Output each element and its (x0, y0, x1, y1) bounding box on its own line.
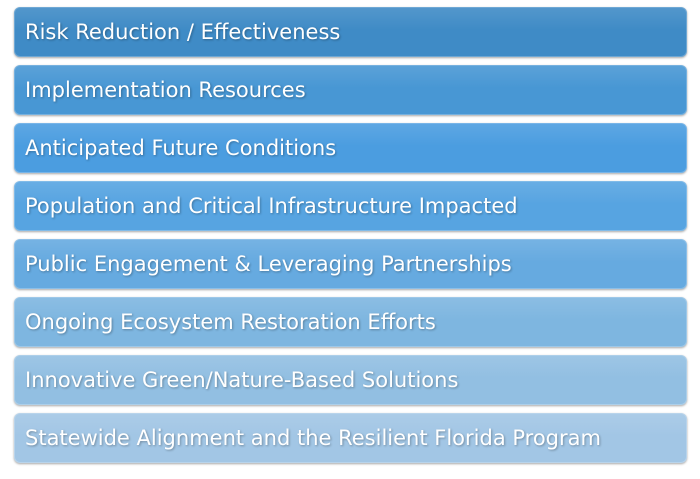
criterion-label: Implementation Resources (25, 77, 306, 102)
criterion-label: Risk Reduction / Effectiveness (25, 19, 341, 44)
criterion-label: Statewide Alignment and the Resilient Fl… (25, 425, 601, 450)
criterion-label: Population and Critical Infrastructure I… (25, 193, 518, 218)
criterion-statewide-alignment: Statewide Alignment and the Resilient Fl… (14, 413, 687, 463)
criterion-label: Innovative Green/Nature-Based Solutions (25, 367, 459, 392)
criterion-population-infrastructure: Population and Critical Infrastructure I… (14, 181, 687, 231)
criterion-label: Anticipated Future Conditions (25, 135, 337, 160)
criterion-public-engagement: Public Engagement & Leveraging Partnersh… (14, 239, 687, 289)
criterion-label: Ongoing Ecosystem Restoration Efforts (25, 309, 436, 334)
criterion-risk-reduction: Risk Reduction / Effectiveness (14, 7, 687, 57)
criterion-label: Public Engagement & Leveraging Partnersh… (25, 251, 512, 276)
criterion-green-solutions: Innovative Green/Nature-Based Solutions (14, 355, 687, 405)
criterion-future-conditions: Anticipated Future Conditions (14, 123, 687, 173)
criterion-ecosystem-restoration: Ongoing Ecosystem Restoration Efforts (14, 297, 687, 347)
criterion-implementation-resources: Implementation Resources (14, 65, 687, 115)
criteria-list: Risk Reduction / Effectiveness Implement… (14, 7, 687, 463)
